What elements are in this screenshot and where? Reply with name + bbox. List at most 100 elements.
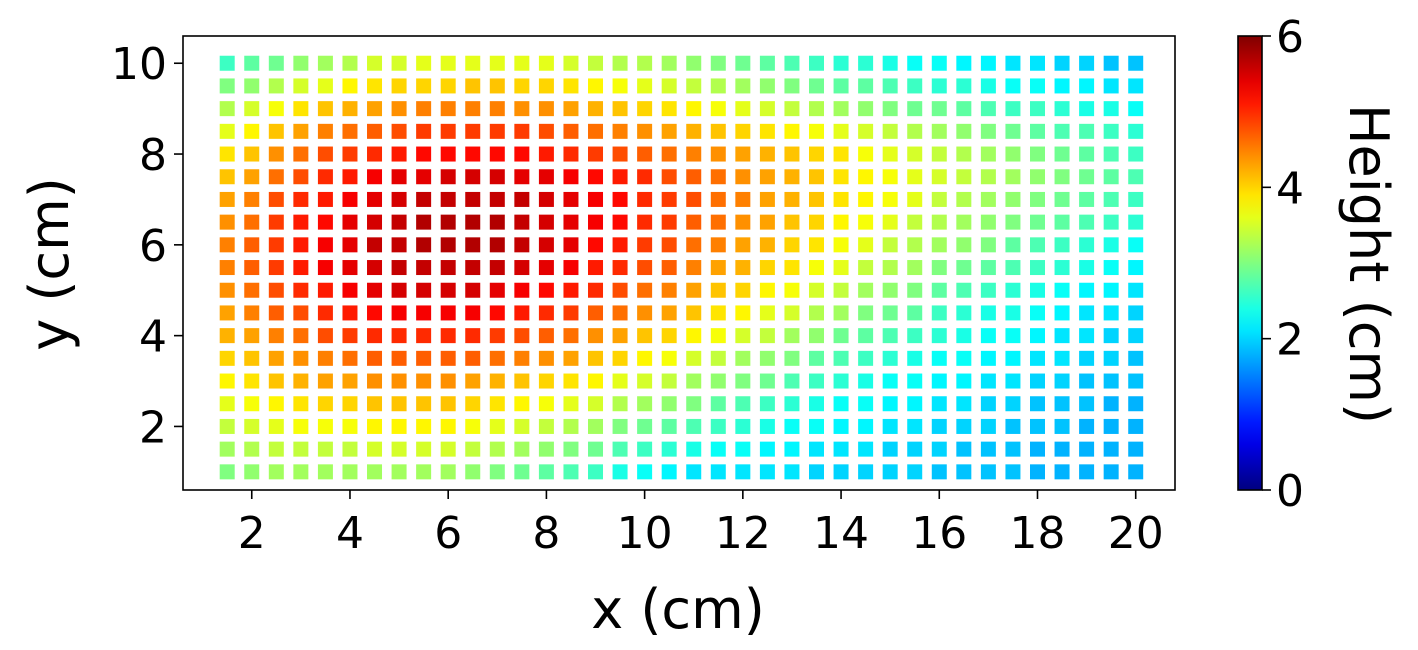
data-point: [735, 396, 751, 412]
data-point: [538, 305, 554, 321]
data-point: [563, 260, 579, 276]
data-point: [244, 464, 260, 480]
data-point: [907, 396, 923, 412]
y-tick-label: 6: [139, 221, 167, 272]
data-point: [268, 350, 284, 366]
data-point: [759, 101, 775, 117]
data-point: [907, 305, 923, 321]
data-point: [1103, 418, 1119, 434]
data-point: [342, 464, 358, 480]
data-point: [1054, 214, 1070, 230]
data-point: [367, 464, 383, 480]
data-point: [538, 441, 554, 457]
data-point: [637, 282, 653, 298]
data-point: [710, 328, 726, 344]
data-point: [293, 260, 309, 276]
y-tick-label: 8: [139, 130, 167, 181]
data-point: [956, 78, 972, 94]
data-point: [661, 373, 677, 389]
data-point: [1054, 464, 1070, 480]
data-point: [980, 78, 996, 94]
data-point: [956, 260, 972, 276]
data-point: [563, 305, 579, 321]
data-point: [514, 464, 530, 480]
data-point: [1054, 418, 1070, 434]
data-point: [465, 350, 481, 366]
data-point: [268, 55, 284, 71]
data-point: [661, 396, 677, 412]
data-point: [956, 123, 972, 139]
data-point: [465, 146, 481, 162]
data-point: [980, 373, 996, 389]
data-point: [809, 396, 824, 412]
data-point: [710, 237, 726, 253]
data-point: [1030, 55, 1045, 71]
data-point: [219, 214, 235, 230]
data-point: [244, 123, 260, 139]
data-point: [268, 191, 284, 207]
data-point: [367, 55, 383, 71]
data-point: [833, 328, 849, 344]
data-point: [809, 282, 824, 298]
data-point: [858, 373, 874, 389]
data-point: [1005, 464, 1021, 480]
data-point: [809, 260, 824, 276]
data-point: [268, 464, 284, 480]
data-point: [268, 214, 284, 230]
data-point: [784, 78, 800, 94]
data-point: [367, 350, 383, 366]
data-point: [317, 237, 333, 253]
data-point: [342, 101, 358, 117]
data-point: [1030, 350, 1045, 366]
data-point: [858, 305, 874, 321]
data-point: [440, 78, 456, 94]
data-point: [489, 55, 505, 71]
data-point: [833, 237, 849, 253]
data-point: [1030, 123, 1045, 139]
data-point: [661, 169, 677, 185]
data-point: [416, 396, 432, 412]
data-point: [538, 101, 554, 117]
data-point: [244, 101, 260, 117]
data-point: [391, 418, 407, 434]
data-point: [661, 418, 677, 434]
data-point: [317, 373, 333, 389]
data-point: [1128, 237, 1144, 253]
data-point: [440, 441, 456, 457]
data-point: [1128, 169, 1144, 185]
data-point: [1103, 146, 1119, 162]
data-point: [219, 55, 235, 71]
data-point: [759, 396, 775, 412]
data-point: [244, 418, 260, 434]
data-point: [980, 214, 996, 230]
data-point: [1128, 55, 1144, 71]
data-point: [563, 169, 579, 185]
data-point: [686, 169, 702, 185]
data-point: [931, 169, 947, 185]
data-point: [1030, 396, 1045, 412]
data-point: [759, 282, 775, 298]
data-point: [1128, 282, 1144, 298]
data-point: [686, 350, 702, 366]
data-point: [244, 350, 260, 366]
data-point: [858, 464, 874, 480]
data-point: [907, 146, 923, 162]
data-point: [1030, 214, 1045, 230]
data-point: [391, 441, 407, 457]
data-point: [956, 146, 972, 162]
data-point: [735, 214, 751, 230]
data-point: [1079, 169, 1095, 185]
data-point: [833, 169, 849, 185]
data-point: [784, 123, 800, 139]
data-point: [1103, 191, 1119, 207]
data-point: [268, 260, 284, 276]
data-point: [784, 328, 800, 344]
y-axis-title: y (cm): [18, 177, 81, 351]
data-point: [563, 78, 579, 94]
data-point: [1079, 123, 1095, 139]
data-point: [1030, 328, 1045, 344]
data-point: [268, 305, 284, 321]
data-point: [416, 101, 432, 117]
data-point: [710, 78, 726, 94]
data-point: [637, 101, 653, 117]
